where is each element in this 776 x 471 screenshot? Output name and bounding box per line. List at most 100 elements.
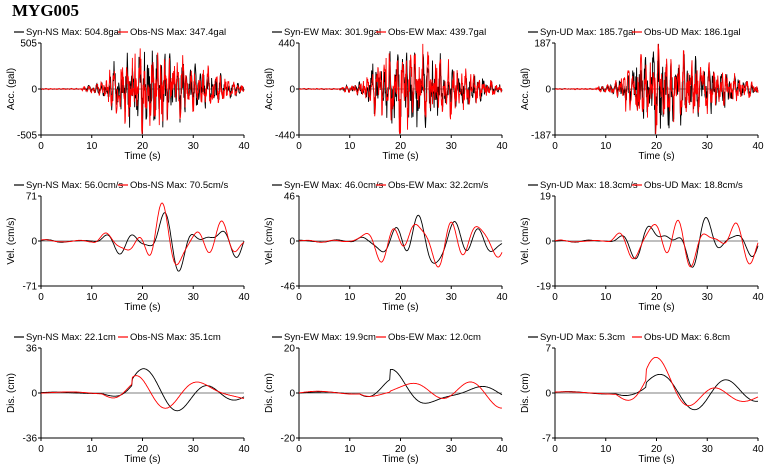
x-tick-label-dis-ew: 10 xyxy=(344,444,356,455)
x-tick-label-dis-ew: 30 xyxy=(446,444,458,455)
x-tick-label-vel-ew: 20 xyxy=(395,292,407,303)
legend-syn-vel-ew: Syn-EW Max: 46.0cm/s xyxy=(284,180,383,191)
series-line-syn-ew-dis xyxy=(299,368,503,404)
y-tick-label-vel-ns: 71 xyxy=(26,192,38,203)
series-line-obs-ud-acc xyxy=(554,43,759,135)
series-line-syn-ns-dis xyxy=(40,368,245,412)
legend-syn-acc-ud: Syn-UD Max: 185.7gal xyxy=(540,27,636,38)
legend-syn-dis-ud: Syn-UD Max: 5.3cm xyxy=(540,332,625,343)
y-tick-label-dis-ew: -20 xyxy=(281,434,296,445)
series-line-obs-ns-vel xyxy=(40,202,245,266)
x-tick-label-vel-ns: 20 xyxy=(137,292,149,303)
x-tick-label-acc-ew: 30 xyxy=(446,141,458,152)
x-tick-label-acc-ud: 30 xyxy=(702,141,714,152)
series-line-obs-ud-vel xyxy=(554,219,759,268)
x-tick-label-acc-ew: 0 xyxy=(296,141,302,152)
y-tick-label-dis-ud: 7 xyxy=(545,344,551,355)
y-tick-label-dis-ew: 0 xyxy=(289,389,295,400)
x-tick-label-acc-ns: 10 xyxy=(86,141,98,152)
legend-obs-dis-ud: Obs-UD Max: 6.8cm xyxy=(644,332,730,343)
legend-obs-dis-ew: Obs-EW Max: 12.0cm xyxy=(388,332,481,343)
legend-syn-vel-ns: Syn-NS Max: 56.0cm/s xyxy=(26,180,123,191)
x-tick-label-acc-ns: 40 xyxy=(238,141,250,152)
x-tick-label-vel-ns: 40 xyxy=(238,292,250,303)
x-axis-label-dis-ns: Time (s) xyxy=(124,454,160,465)
x-tick-label-vel-ew: 30 xyxy=(446,292,458,303)
x-tick-label-vel-ud: 30 xyxy=(702,292,714,303)
y-tick-label-acc-ns: 0 xyxy=(31,85,37,96)
y-tick-label-dis-ns: 36 xyxy=(26,344,38,355)
y-tick-label-vel-ud: 19 xyxy=(540,192,552,203)
x-tick-label-dis-ns: 30 xyxy=(188,444,200,455)
x-axis-label-acc-ud: Time (s) xyxy=(638,151,674,162)
legend-obs-vel-ns: Obs-NS Max: 70.5cm/s xyxy=(130,180,228,191)
y-tick-label-dis-ew: 20 xyxy=(284,344,296,355)
x-tick-label-acc-ns: 0 xyxy=(38,141,44,152)
x-axis-label-dis-ew: Time (s) xyxy=(382,454,418,465)
x-axis-label-vel-ew: Time (s) xyxy=(382,302,418,313)
x-tick-label-dis-ew: 20 xyxy=(395,444,407,455)
y-tick-label-vel-ud: 0 xyxy=(545,237,551,248)
y-tick-label-vel-ew: 0 xyxy=(289,237,295,248)
y-tick-label-acc-ew: 440 xyxy=(278,39,295,50)
legend-obs-acc-ns: Obs-NS Max: 347.4gal xyxy=(130,27,226,38)
x-tick-label-dis-ew: 0 xyxy=(296,444,302,455)
x-tick-label-dis-ud: 20 xyxy=(651,444,663,455)
y-tick-label-dis-ud: -7 xyxy=(542,434,551,445)
series-line-obs-ew-dis xyxy=(298,381,502,409)
x-tick-label-vel-ns: 0 xyxy=(38,292,44,303)
y-tick-label-vel-ud: -19 xyxy=(537,282,552,293)
legend-obs-acc-ew: Obs-EW Max: 439.7gal xyxy=(388,27,486,38)
legend-syn-acc-ns: Syn-NS Max: 504.8gal xyxy=(26,27,121,38)
y-tick-label-dis-ns: -36 xyxy=(23,434,38,445)
y-tick-label-vel-ew: 46 xyxy=(284,192,296,203)
legend-syn-vel-ud: Syn-UD Max: 18.3cm/s xyxy=(540,180,638,191)
legend-obs-vel-ew: Obs-EW Max: 32.2cm/s xyxy=(388,180,489,191)
y-axis-label-acc-ud: Acc. (gal) xyxy=(520,68,531,110)
x-tick-label-acc-ew: 10 xyxy=(344,141,356,152)
x-axis-label-vel-ud: Time (s) xyxy=(638,302,674,313)
station-title: MYG005 xyxy=(12,1,80,20)
y-tick-label-acc-ns: -505 xyxy=(17,131,37,142)
x-tick-label-dis-ud: 0 xyxy=(552,444,558,455)
y-axis-label-vel-ns: Vel. (cm/s) xyxy=(6,217,17,264)
x-tick-label-vel-ud: 10 xyxy=(600,292,612,303)
x-axis-label-acc-ns: Time (s) xyxy=(124,151,160,162)
y-tick-label-acc-ud: 0 xyxy=(545,85,551,96)
x-tick-label-dis-ns: 20 xyxy=(137,444,149,455)
y-tick-label-vel-ns: -71 xyxy=(23,282,38,293)
x-tick-label-dis-ew: 40 xyxy=(496,444,508,455)
x-tick-label-acc-ns: 30 xyxy=(188,141,200,152)
y-tick-label-acc-ew: -440 xyxy=(275,131,295,142)
y-axis-label-vel-ew: Vel. (cm/s) xyxy=(264,217,275,264)
legend-syn-dis-ew: Syn-EW Max: 19.9cm xyxy=(284,332,376,343)
x-tick-label-dis-ns: 10 xyxy=(86,444,98,455)
y-tick-label-acc-ud: -187 xyxy=(531,131,551,142)
x-tick-label-vel-ud: 0 xyxy=(552,292,558,303)
x-tick-label-dis-ud: 40 xyxy=(752,444,764,455)
x-tick-label-vel-ns: 10 xyxy=(86,292,98,303)
y-tick-label-dis-ns: 0 xyxy=(31,389,37,400)
y-tick-label-acc-ew: 0 xyxy=(289,85,295,96)
x-tick-label-dis-ud: 30 xyxy=(702,444,714,455)
y-axis-label-dis-ew: Dis. (cm) xyxy=(264,373,275,413)
series-line-obs-ns-acc xyxy=(40,48,245,135)
legend-obs-acc-ud: Obs-UD Max: 186.1gal xyxy=(644,27,741,38)
y-tick-label-vel-ns: 0 xyxy=(31,237,37,248)
x-tick-label-dis-ud: 10 xyxy=(600,444,612,455)
x-tick-label-acc-ud: 40 xyxy=(752,141,764,152)
x-tick-label-acc-ud: 0 xyxy=(552,141,558,152)
x-axis-label-vel-ns: Time (s) xyxy=(124,302,160,313)
y-tick-label-acc-ns: 505 xyxy=(20,39,37,50)
series-line-obs-ew-acc xyxy=(298,43,503,135)
y-axis-label-dis-ud: Dis. (cm) xyxy=(520,373,531,413)
x-tick-label-vel-ud: 40 xyxy=(752,292,764,303)
series-line-obs-ud-dis xyxy=(554,356,759,407)
y-axis-label-dis-ns: Dis. (cm) xyxy=(6,373,17,413)
legend-syn-acc-ew: Syn-EW Max: 301.9gal xyxy=(284,27,381,38)
x-tick-label-vel-ns: 30 xyxy=(188,292,200,303)
legend-syn-dis-ns: Syn-NS Max: 22.1cm xyxy=(26,332,116,343)
x-tick-label-dis-ns: 0 xyxy=(38,444,44,455)
x-tick-label-acc-ns: 20 xyxy=(137,141,149,152)
